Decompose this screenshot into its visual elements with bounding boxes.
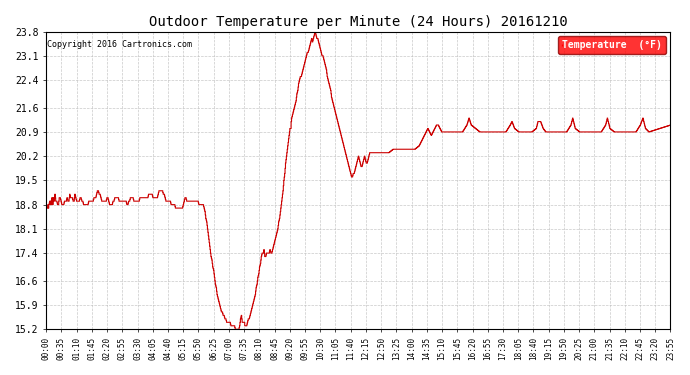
Title: Outdoor Temperature per Minute (24 Hours) 20161210: Outdoor Temperature per Minute (24 Hours… <box>149 15 568 29</box>
Legend: Temperature  (°F): Temperature (°F) <box>558 36 666 54</box>
Text: Copyright 2016 Cartronics.com: Copyright 2016 Cartronics.com <box>48 40 193 50</box>
